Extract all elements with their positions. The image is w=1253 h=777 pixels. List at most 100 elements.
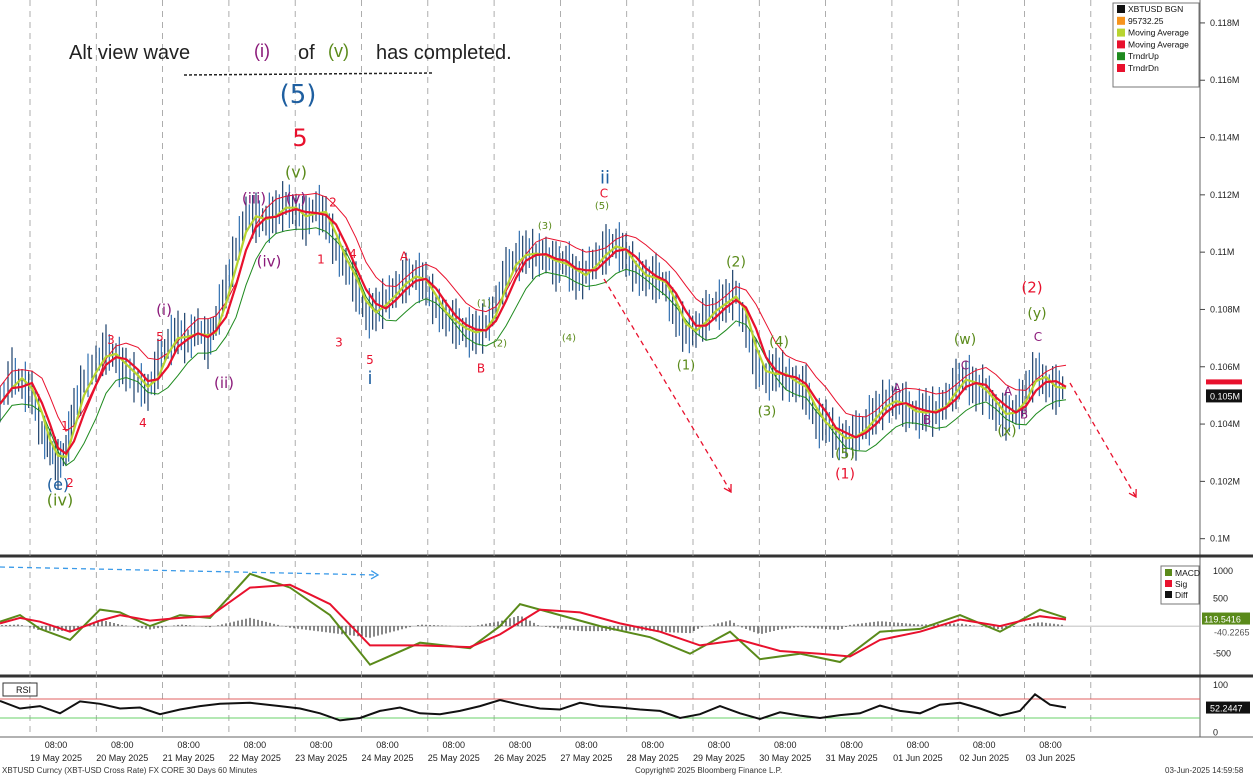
wave-label: C [1034, 330, 1042, 344]
diff-value-label: -40.2265 [1214, 627, 1250, 637]
wave-label: (5) [280, 80, 317, 110]
time-tick-label: 08:00 [45, 740, 68, 750]
macd-trend-arrow [0, 566, 379, 576]
date-tick-label: 23 May 2025 [295, 753, 347, 763]
wave-label: (2) [493, 339, 507, 350]
last-price-badge [1206, 389, 1242, 403]
rsi-legend-label: RSI [16, 685, 31, 695]
wave-label: A [400, 250, 409, 264]
rsi-legend-box [2, 682, 38, 697]
date-tick-label: 31 May 2025 [826, 753, 878, 763]
date-tick-label: 02 Jun 2025 [959, 753, 1009, 763]
legend-label: TrndrUp [1128, 51, 1159, 61]
legend-swatch [1165, 580, 1172, 587]
note-text-4: (v) [328, 41, 349, 61]
date-tick-label: 22 May 2025 [229, 753, 281, 763]
rsi-line [0, 692, 1067, 722]
date-tick-label: 26 May 2025 [494, 753, 546, 763]
vertical-gridlines [29, 0, 1092, 737]
time-tick-label: 08:00 [244, 740, 267, 750]
wave-label: (iii) [242, 189, 266, 207]
note-text-1: Alt view wave [69, 42, 190, 64]
rsi-tick-label: 100 [1213, 680, 1228, 690]
date-tick-label: 24 May 2025 [361, 753, 413, 763]
time-tick-label: 08:00 [177, 740, 200, 750]
macd-tick-label: 1000 [1213, 566, 1233, 576]
wave-label: (i) [156, 301, 172, 319]
projection-arrow [1069, 382, 1137, 498]
wave-label: (4) [769, 335, 789, 351]
note-underline [183, 72, 433, 76]
time-tick-label: 08:00 [575, 740, 598, 750]
date-tick-label: 03 Jun 2025 [1026, 753, 1076, 763]
date-tick-label: 21 May 2025 [163, 753, 215, 763]
legend-label: Diff [1175, 590, 1188, 600]
time-tick-label: 08:00 [376, 740, 399, 750]
footer-center: Copyright© 2025 Bloomberg Finance L.P. [635, 766, 782, 775]
wave-label: (1) [835, 467, 855, 483]
moving-average-2 [0, 208, 1067, 456]
signal-line [0, 583, 1067, 658]
wave-label: (v) [285, 163, 307, 182]
price-tick-label: 0.106M [1210, 362, 1240, 372]
wave-label: 1 [317, 253, 325, 267]
macd-line [0, 572, 1067, 666]
wave-label: (3) [758, 404, 776, 419]
date-tick-label: 29 May 2025 [693, 753, 745, 763]
footer-left: XBTUSD Curncy (XBT-USD Cross Rate) FX CO… [2, 766, 257, 775]
time-tick-label: 08:00 [1039, 740, 1062, 750]
legend-swatch [1165, 591, 1172, 598]
wave-label: C [600, 187, 608, 201]
projection-arrows [0, 278, 1137, 580]
macd-tick-label: 500 [1213, 594, 1228, 604]
time-tick-label: 08:00 [443, 740, 466, 750]
date-tick-label: 30 May 2025 [759, 753, 811, 763]
wave-label: (v) [286, 189, 307, 207]
price-tick-label: 0.104M [1210, 419, 1240, 429]
macd-panel: 1000 500 -500 119.5416 -40.2265 [0, 566, 1250, 666]
wave-label: (e) [47, 475, 69, 494]
wave-label: C [961, 359, 969, 373]
wave-label: i [367, 368, 372, 389]
wave-label: 3 [335, 336, 343, 350]
wave-label: 1 [61, 419, 69, 433]
wave-label: (2) [726, 254, 746, 270]
legend-swatch [1117, 28, 1125, 37]
rsi-value-badge [1206, 701, 1250, 714]
time-tick-label: 08:00 [708, 740, 731, 750]
rsi-tick-label: 0 [1213, 727, 1218, 737]
footer-right: 03-Jun-2025 14:59:58 [1165, 766, 1244, 775]
legend-swatch [1165, 569, 1172, 576]
last-price-label: 0.105M [1210, 391, 1240, 401]
wave-label: (5) [835, 446, 855, 462]
wave-label: 5 [156, 330, 164, 344]
time-tick-label: 08:00 [310, 740, 333, 750]
wave-label: A [1004, 384, 1013, 398]
wave-label: (w) [954, 332, 976, 348]
wave-label: (ii) [214, 374, 234, 392]
wave-label: (5) [595, 201, 609, 212]
date-axis: 08:00 19 May 2025 08:00 20 May 2025 08:00 21 … [30, 740, 1075, 763]
wave-label: B [923, 413, 931, 427]
wave-label: (1) [477, 299, 491, 310]
legend-label: XBTUSD BGN [1128, 4, 1183, 14]
date-tick-label: 19 May 2025 [30, 753, 82, 763]
moving-average-1 [0, 206, 1067, 459]
legend-swatch [1117, 64, 1125, 72]
price-axis: 0.1M 0.102M 0.104M 0.106M 0.108M 0.11M 0.112M 0… [1200, 18, 1240, 544]
macd-value-label: 119.5416 [1204, 615, 1241, 625]
time-tick-label: 08:00 [111, 740, 134, 750]
wave-label: 2 [66, 476, 74, 490]
legend-label: 95732.25 [1128, 16, 1164, 26]
wave-label: (3) [538, 221, 552, 232]
wave-label: (y) [1027, 306, 1046, 322]
legend-label: Moving Average [1128, 28, 1189, 38]
price-tick-label: 0.118M [1210, 18, 1239, 28]
wave-label: 2 [329, 195, 337, 209]
legend-label: Sig [1175, 579, 1188, 589]
projection-arrow-head [723, 483, 732, 494]
price-tick-label: 0.102M [1210, 476, 1240, 486]
wave-label: ii [600, 167, 610, 188]
